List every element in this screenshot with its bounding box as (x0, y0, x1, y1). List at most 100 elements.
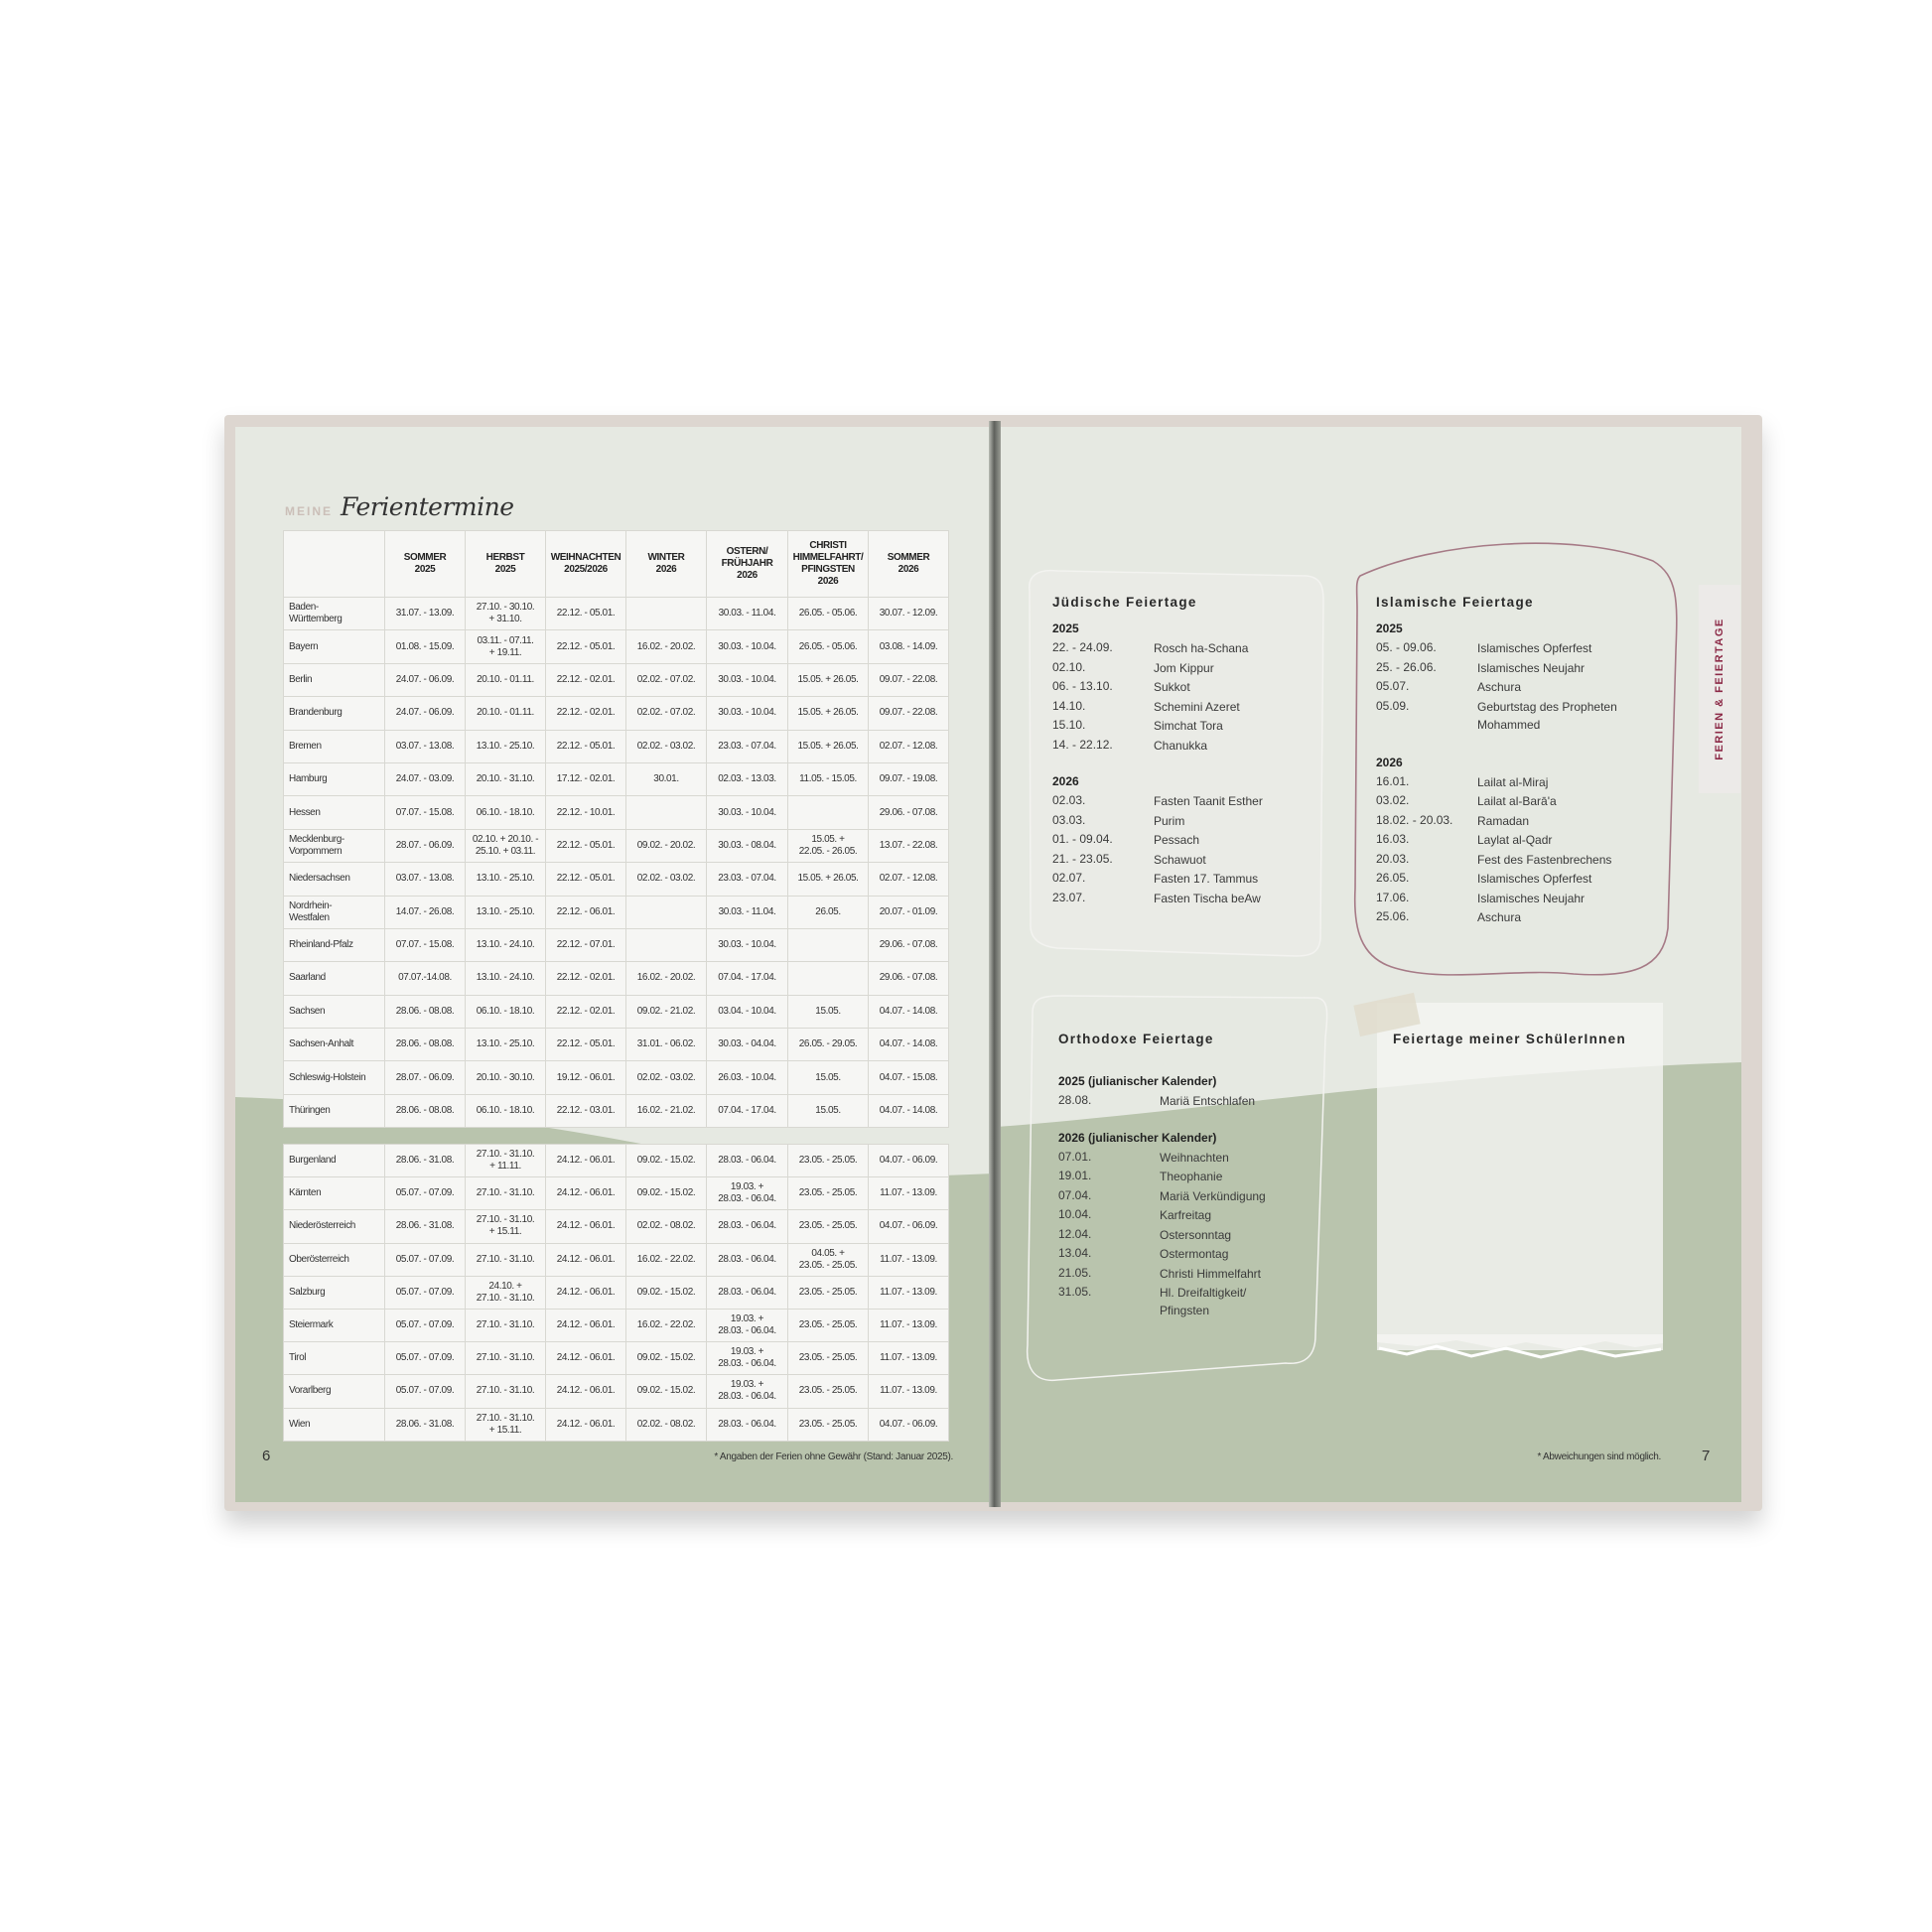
holiday-item: 02.07. Fasten 17. Tammus (1052, 869, 1311, 889)
date-cell: 09.02. - 15.02. (625, 1143, 707, 1178)
date-cell (787, 795, 869, 830)
date-cell: 15.05. (787, 1060, 869, 1095)
table-row: Steiermark 05.07. - 07.09. 27.10. - 31.10.… (283, 1308, 949, 1343)
date-cell: 28.06. - 31.08. (384, 1407, 466, 1442)
date-cell: 27.10. - 31.10. + 15.11. (465, 1209, 546, 1244)
table-row: Baden- Württemberg 31.07. - 13.09. 27.10. … (283, 596, 949, 631)
table-row: Berlin 24.07. - 06.09. 20.10. - 01.11. 22.1… (283, 662, 949, 698)
date-cell: 13.10. - 25.10. (465, 729, 546, 763)
column-header: HERBST 2025 (465, 530, 546, 598)
title-prefix: MEINE (285, 504, 334, 518)
holiday-item: 01. - 09.04. Pessach (1052, 830, 1311, 850)
date-cell: 24.12. - 06.01. (545, 1143, 626, 1178)
date-cell: 30.07. - 12.09. (868, 596, 949, 631)
date-cell: 15.05. + 26.05. (787, 662, 869, 698)
title-text: Ferientermine (341, 492, 514, 521)
notes-paper[interactable]: Feiertage meiner SchülerInnen (1377, 1003, 1663, 1359)
date-cell: 22.12. - 05.01. (545, 629, 626, 664)
state-name: Nordrhein- Westfalen (283, 895, 385, 929)
holiday-item: 07.01. Weihnachten (1058, 1148, 1316, 1168)
holiday-name: Fest des Fastenbrechens (1477, 852, 1612, 867)
state-name: Hamburg (283, 761, 385, 797)
holiday-name: Islamisches Opferfest (1477, 641, 1592, 655)
column-header: CHRISTI HIMMELFAHRT/ PFINGSTEN 2026 (787, 530, 869, 598)
year-heading: 2025 (julianischer Kalender) (1058, 1074, 1217, 1088)
date-cell: 09.02. - 15.02. (625, 1341, 707, 1376)
holiday-item: 13.04. Ostermontag (1058, 1244, 1316, 1264)
date-cell: 02.03. - 13.03. (706, 761, 788, 797)
date-cell: 03.07. - 13.08. (384, 862, 466, 897)
date-cell: 27.10. - 30.10. + 31.10. (465, 596, 546, 631)
date-cell (787, 961, 869, 996)
date-cell: 26.03. - 10.04. (706, 1060, 788, 1095)
date-cell: 09.07. - 19.08. (868, 761, 949, 797)
holiday-item: 03.03. Purim (1052, 811, 1311, 831)
column-header: OSTERN/ FRÜHJAHR 2026 (706, 530, 788, 598)
date-cell: 13.10. - 25.10. (465, 895, 546, 929)
date-cell: 09.07. - 22.08. (868, 662, 949, 698)
date-cell: 07.07. - 15.08. (384, 795, 466, 830)
holiday-table-austria: Burgenland 28.06. - 31.08. 27.10. - 31.10.… (283, 1143, 949, 1442)
date-cell: 15.05. + 26.05. (787, 862, 869, 897)
date-cell: 11.07. - 13.09. (868, 1374, 949, 1409)
date-cell: 24.12. - 06.01. (545, 1275, 626, 1310)
date-cell: 16.02. - 21.02. (625, 1093, 707, 1129)
date-cell: 23.05. - 25.05. (787, 1275, 869, 1310)
holiday-item: 03.02. Lailat al-Barā'a (1376, 791, 1674, 811)
date-cell: 22.12. - 05.01. (545, 596, 626, 631)
holiday-name: Weihnachten (1160, 1150, 1229, 1165)
date-cell: 13.07. - 22.08. (868, 828, 949, 864)
holiday-item: 05.07. Aschura (1376, 677, 1674, 697)
date-cell (625, 927, 707, 963)
state-name: Vorarlberg (283, 1374, 385, 1409)
table-row: Burgenland 28.06. - 31.08. 27.10. - 31.10.… (283, 1143, 949, 1178)
holiday-name: Fasten 17. Tammus (1154, 872, 1259, 886)
date-cell: 23.05. - 25.05. (787, 1374, 869, 1409)
date-cell: 02.02. - 07.02. (625, 696, 707, 731)
table-row: Niederösterreich 28.06. - 31.08. 27.10. - … (283, 1209, 949, 1244)
state-name: Wien (283, 1407, 385, 1442)
table-row: Mecklenburg- Vorpommern 28.07. - 06.09. 02… (283, 828, 949, 864)
date-cell: 31.01. - 06.02. (625, 1028, 707, 1062)
holiday-name: Islamisches Opferfest (1477, 872, 1592, 886)
holiday-date: 15.10. (1052, 718, 1086, 732)
state-name: Brandenburg (283, 696, 385, 731)
state-name: Bremen (283, 729, 385, 763)
date-cell: 28.06. - 08.08. (384, 1028, 466, 1062)
holiday-item: 22. - 24.09. Rosch ha-Schana (1052, 638, 1311, 658)
holiday-date: 05.09. (1376, 698, 1410, 713)
date-cell: 04.07. - 14.08. (868, 1028, 949, 1062)
section-tab-label: FERIEN & FEIERTAGE (1714, 618, 1725, 760)
holiday-item: 21. - 23.05. Schawuot (1052, 850, 1311, 870)
date-cell: 04.07. - 15.08. (868, 1060, 949, 1095)
holiday-date: 03.03. (1052, 812, 1086, 827)
date-cell: 24.12. - 06.01. (545, 1209, 626, 1244)
date-cell: 03.08. - 14.09. (868, 629, 949, 664)
date-cell: 05.07. - 07.09. (384, 1242, 466, 1277)
holiday-name: Fasten Tischa beAw (1154, 891, 1261, 905)
date-cell: 03.04. - 10.04. (706, 994, 788, 1030)
date-cell: 26.05. - 05.06. (787, 596, 869, 631)
date-cell: 16.02. - 20.02. (625, 629, 707, 664)
holiday-date: 02.07. (1052, 871, 1086, 885)
section-tab[interactable]: FERIEN & FEIERTAGE (1699, 585, 1740, 793)
date-cell: 02.07. - 12.08. (868, 862, 949, 897)
holiday-name: Aschura (1477, 680, 1522, 694)
right-page (997, 427, 1741, 1502)
date-cell: 11.07. - 13.09. (868, 1341, 949, 1376)
date-cell: 20.10. - 01.11. (465, 696, 546, 731)
date-cell: 24.07. - 03.09. (384, 761, 466, 797)
holiday-name: Lailat al-Barā'a (1477, 794, 1557, 808)
table-row: Wien 28.06. - 31.08. 27.10. - 31.10. + 15.… (283, 1407, 949, 1442)
table-row: Brandenburg 24.07. - 06.09. 20.10. - 01.11… (283, 696, 949, 731)
date-cell: 04.07. - 06.09. (868, 1209, 949, 1244)
date-cell: 09.02. - 15.02. (625, 1374, 707, 1409)
date-cell: 29.06. - 07.08. (868, 795, 949, 830)
holiday-item: 19.01. Theophanie (1058, 1167, 1316, 1186)
date-cell: 28.07. - 06.09. (384, 828, 466, 864)
date-cell: 26.05. - 05.06. (787, 629, 869, 664)
holiday-date: 02.10. (1052, 659, 1086, 674)
date-cell: 11.05. - 15.05. (787, 761, 869, 797)
page-number-right: 7 (1702, 1448, 1711, 1464)
date-cell: 05.07. - 07.09. (384, 1374, 466, 1409)
